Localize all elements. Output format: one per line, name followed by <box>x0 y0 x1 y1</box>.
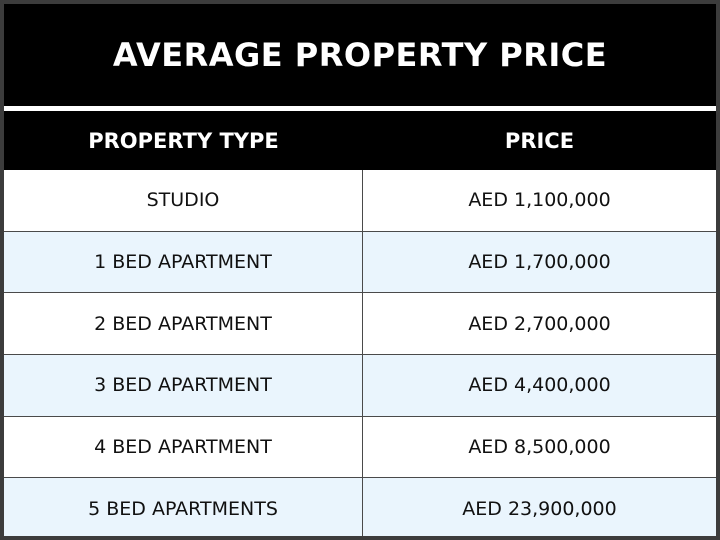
cell-price: AED 23,900,000 <box>462 498 617 521</box>
cell-price: AED 4,400,000 <box>468 374 611 397</box>
cell-property-type: 3 BED APARTMENT <box>4 354 363 416</box>
table-row: 4 BED APARTMENT AED 8,500,000 <box>4 416 716 479</box>
cell-price: AED 1,100,000 <box>468 189 611 212</box>
table-header-row: PROPERTY TYPE PRICE <box>4 111 716 170</box>
table-row: 3 BED APARTMENT AED 4,400,000 <box>4 354 716 417</box>
cell-property-type: 5 BED APARTMENTS <box>4 478 363 536</box>
table-row: STUDIO AED 1,100,000 <box>4 170 716 232</box>
cell-property-type: 1 BED APARTMENT <box>4 231 363 293</box>
cell-property-type: STUDIO <box>4 170 363 231</box>
header-price: PRICE <box>504 128 575 153</box>
cell-property-type: 2 BED APARTMENT <box>4 293 363 354</box>
table-row: 1 BED APARTMENT AED 1,700,000 <box>4 231 716 294</box>
table-row: 5 BED APARTMENTS AED 23,900,000 <box>4 478 716 536</box>
cell-price: AED 2,700,000 <box>468 312 611 335</box>
cell-price: AED 8,500,000 <box>468 435 611 458</box>
cell-property-type: 4 BED APARTMENT <box>4 416 363 478</box>
table-body: STUDIO AED 1,100,000 1 BED APARTMENT AED… <box>4 170 716 536</box>
title-bar: AVERAGE PROPERTY PRICE <box>4 4 716 106</box>
cell-price: AED 1,700,000 <box>468 250 611 273</box>
header-property-type: PROPERTY TYPE <box>88 128 279 153</box>
table-title: AVERAGE PROPERTY PRICE <box>112 36 608 74</box>
table-row: 2 BED APARTMENT AED 2,700,000 <box>4 293 716 355</box>
title-divider <box>4 106 716 111</box>
